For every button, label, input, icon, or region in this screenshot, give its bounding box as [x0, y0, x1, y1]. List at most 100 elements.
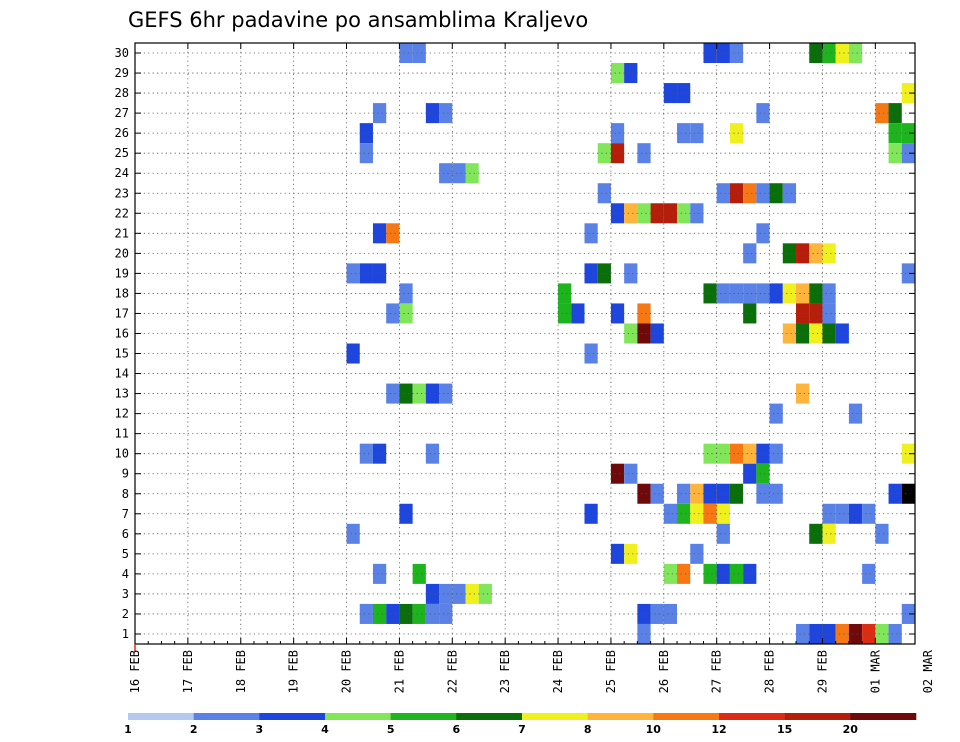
legend-swatch	[456, 713, 523, 720]
heatmap-cell	[412, 383, 426, 404]
heatmap-cell	[769, 483, 783, 504]
heatmap-cell	[756, 463, 770, 484]
x-tick-label: 23 FEB	[498, 650, 512, 693]
y-tick-label: 12	[115, 407, 129, 421]
heatmap-cell	[359, 603, 373, 624]
heatmap-cell	[359, 263, 373, 284]
heatmap-cell	[729, 43, 744, 64]
y-tick-label: 21	[115, 226, 129, 240]
heatmap-cell	[809, 43, 823, 64]
heatmap-cell	[716, 523, 730, 544]
heatmap-cell	[756, 183, 770, 204]
heatmap-cell	[386, 303, 400, 324]
heatmap-cell	[796, 303, 810, 324]
heatmap-cell	[637, 483, 651, 504]
heatmap-cell	[399, 603, 413, 624]
x-tick-label: 17 FEB	[181, 650, 195, 693]
heatmap-cell	[822, 623, 836, 644]
heatmap-cell	[782, 323, 797, 344]
heatmap-cell	[372, 563, 387, 584]
y-tick-label: 30	[115, 46, 129, 60]
legend-label: 8	[584, 723, 592, 736]
legend-label: 7	[518, 723, 526, 736]
legend-label: 5	[387, 723, 395, 736]
heatmap-cell	[796, 283, 810, 304]
legend-swatch	[587, 713, 654, 720]
heatmap-cell	[399, 383, 413, 404]
heatmap-cell	[822, 243, 836, 264]
heatmap-cell	[558, 283, 572, 304]
x-tick-label: 20 FEB	[340, 650, 354, 693]
heatmap-cell	[743, 303, 757, 324]
heatmap-cell	[743, 463, 757, 484]
heatmap-cell	[756, 223, 770, 244]
heatmap-cell	[610, 463, 625, 484]
heatmap-cell	[439, 583, 453, 604]
x-tick-label: 28 FEB	[763, 650, 777, 693]
legend-swatch	[850, 713, 917, 720]
heatmap-cell	[782, 283, 797, 304]
heatmap-cell	[901, 443, 915, 464]
heatmap-cell	[796, 323, 810, 344]
heatmap-cell	[716, 43, 730, 64]
heatmap-cell	[584, 503, 598, 524]
heatmap-cell	[848, 43, 863, 64]
heatmap-cell	[624, 323, 638, 344]
heatmap-cell	[835, 623, 849, 644]
heatmap-cell	[677, 503, 691, 524]
heatmap-cell	[743, 443, 757, 464]
y-tick-label: 29	[115, 66, 129, 80]
heatmap-cell	[901, 123, 915, 144]
heatmap-cell	[729, 483, 744, 504]
heatmap-cell	[412, 43, 426, 64]
heatmap-cell	[372, 223, 387, 244]
heatmap-cell	[637, 143, 651, 164]
heatmap-cell	[716, 183, 730, 204]
heatmap-cell	[346, 263, 360, 284]
heatmap-cell	[716, 283, 730, 304]
heatmap-cell	[610, 123, 625, 144]
heatmap-cell	[597, 143, 611, 164]
heatmap-cell	[677, 203, 691, 224]
heatmap-cell	[809, 303, 823, 324]
heatmap-cell	[822, 503, 836, 524]
heatmap-cell	[809, 623, 823, 644]
heatmap-cell	[425, 603, 440, 624]
heatmap-cell	[663, 603, 678, 624]
heatmap-cell	[716, 563, 730, 584]
heatmap-cell	[822, 283, 836, 304]
heatmap-cell	[875, 523, 889, 544]
heatmap-cell	[782, 243, 797, 264]
x-axis: 16 FEB 17 FEB 18 FEB 19 FEB 20 FEB 21 FEB 22 F…	[128, 43, 935, 693]
heatmap-cell	[425, 583, 440, 604]
y-tick-label: 2	[122, 607, 129, 621]
heatmap-cell	[677, 83, 691, 104]
heatmap-cell	[677, 563, 691, 584]
heatmap-cell	[848, 503, 863, 524]
heatmap-cell	[610, 303, 625, 324]
heatmap-cell	[465, 163, 479, 184]
heatmap-cell	[452, 163, 466, 184]
heatmap-cell	[386, 223, 400, 244]
heatmap-cell	[716, 503, 730, 524]
heatmap-cell	[399, 503, 413, 524]
heatmap-cell	[637, 623, 651, 644]
heatmap-cell	[663, 563, 678, 584]
y-tick-label: 1	[122, 627, 129, 641]
heatmap-cell	[848, 403, 863, 424]
legend-swatch	[325, 713, 391, 720]
heatmap-cell	[703, 443, 717, 464]
y-tick-label: 3	[122, 587, 129, 601]
y-tick-label: 23	[115, 186, 129, 200]
heatmap-cell	[637, 303, 651, 324]
heatmap-cell	[359, 123, 373, 144]
legend-label: 4	[321, 723, 329, 736]
heatmap-cell	[756, 283, 770, 304]
y-tick-label: 15	[115, 347, 129, 361]
heatmap-cell	[624, 263, 638, 284]
heatmap-cell	[386, 383, 400, 404]
heatmap-cell	[703, 283, 717, 304]
legend-swatch	[259, 713, 326, 720]
legend-swatch	[193, 713, 260, 720]
heatmap-cell	[862, 623, 876, 644]
